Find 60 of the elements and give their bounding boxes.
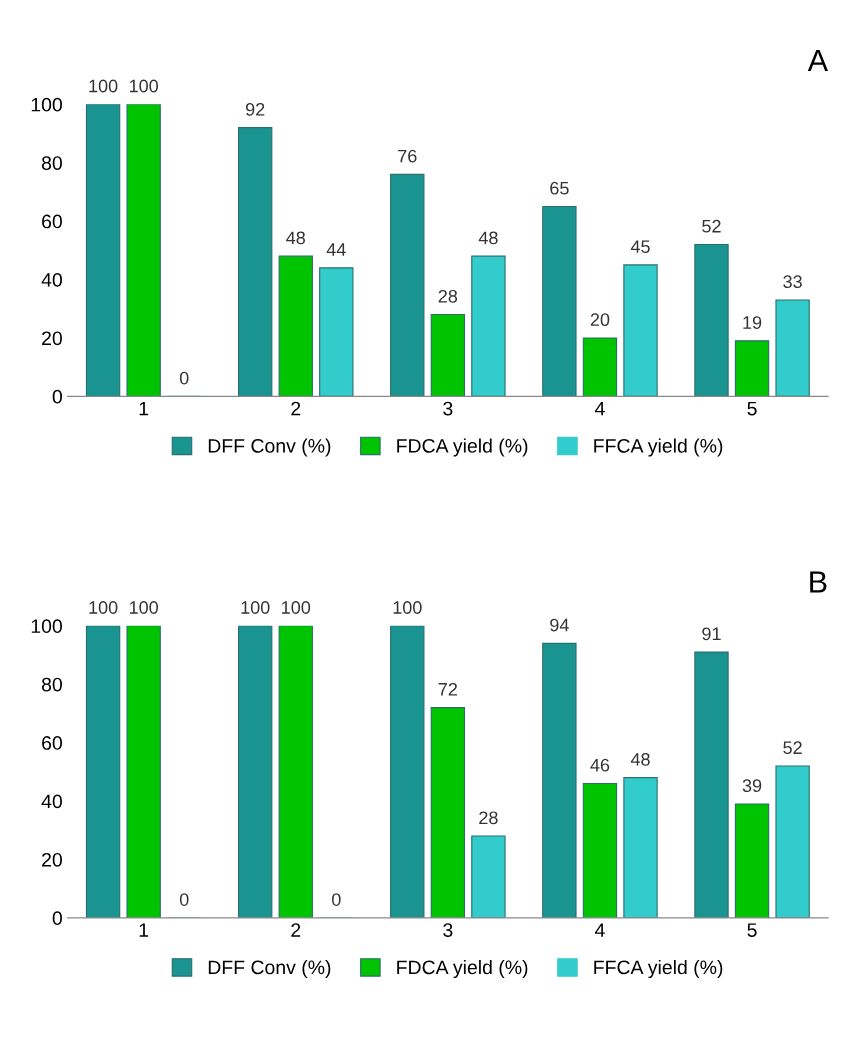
x-tick-label: 1 (139, 401, 149, 416)
y-tick-label: 100 (31, 619, 62, 634)
data-label: 0 (331, 893, 341, 906)
data-label: 65 (550, 181, 569, 195)
data-label: 100 (241, 601, 270, 614)
y-tick-label: 0 (52, 911, 62, 926)
data-label: 33 (783, 275, 802, 289)
data-label: 100 (393, 601, 422, 614)
chart-title: B (810, 571, 827, 593)
x-tick-label: 3 (443, 923, 453, 937)
data-label: 48 (286, 231, 306, 245)
legend-label: FDCA yield (%) (397, 438, 528, 457)
data-label: 39 (742, 779, 762, 793)
data-label: 48 (630, 752, 650, 766)
data-label: 48 (478, 231, 498, 245)
data-label: 94 (550, 618, 569, 632)
legend-label: DFF Conv (%) (208, 959, 331, 979)
data-label: 100 (89, 79, 118, 93)
x-tick-label: 4 (594, 923, 605, 937)
chart-title: A (807, 49, 829, 71)
data-label: 100 (89, 601, 118, 614)
y-tick-label: 20 (42, 331, 62, 346)
x-tick-label: 5 (747, 401, 757, 416)
x-tick-label: 5 (747, 923, 757, 937)
legend-label: DFF Conv (%) (208, 438, 331, 457)
data-label: 91 (702, 627, 721, 641)
data-label: 46 (590, 758, 610, 772)
y-tick-label: 60 (42, 214, 62, 229)
data-label: 76 (398, 149, 417, 163)
data-label: 0 (179, 371, 189, 385)
data-label: 28 (479, 811, 498, 825)
data-label: 28 (438, 289, 458, 303)
data-label: 72 (438, 682, 457, 696)
x-tick-label: 3 (443, 401, 453, 416)
data-label: 0 (179, 893, 189, 906)
x-tick-label: 1 (139, 923, 149, 937)
data-label: 52 (783, 741, 802, 755)
data-label: 100 (129, 79, 159, 93)
legend-label: FDCA yield (%) (397, 959, 528, 979)
data-label: 92 (246, 102, 265, 116)
x-tick-label: 4 (594, 401, 605, 416)
legend-label: FFCA yield (%) (594, 438, 723, 457)
data-label: 19 (743, 316, 762, 329)
y-tick-label: 100 (31, 97, 62, 112)
y-tick-label: 0 (52, 389, 62, 404)
data-label: 20 (590, 313, 610, 327)
y-tick-label: 80 (41, 156, 62, 170)
data-label: 44 (326, 243, 346, 256)
data-label: 45 (630, 240, 650, 254)
x-tick-label: 2 (291, 923, 301, 937)
y-tick-label: 40 (41, 794, 62, 809)
legend-label: FFCA yield (%) (594, 959, 723, 979)
data-label: 100 (282, 601, 311, 614)
data-label: 52 (702, 219, 721, 233)
y-tick-label: 40 (41, 272, 62, 287)
data-label: 100 (129, 601, 159, 614)
x-tick-label: 2 (291, 401, 301, 416)
y-tick-label: 60 (42, 736, 62, 750)
y-tick-label: 20 (42, 852, 62, 867)
y-tick-label: 80 (41, 677, 62, 692)
